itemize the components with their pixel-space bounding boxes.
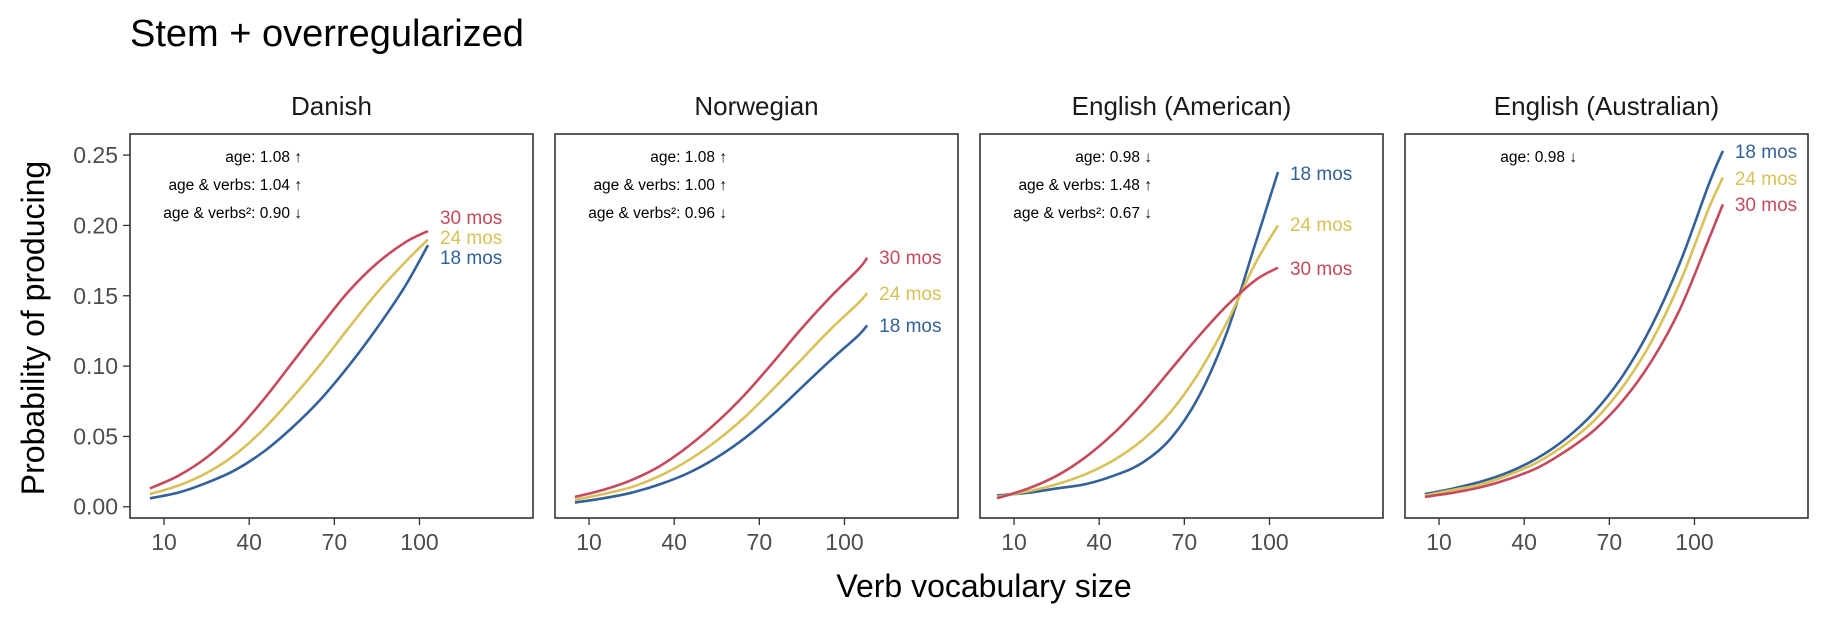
model-annotation: age: 1.08 ↑ [650, 149, 727, 166]
panel-border [979, 133, 1384, 519]
x-tick-label: 70 [322, 529, 348, 555]
x-tick-label: 10 [151, 529, 177, 555]
y-tick-label: 0.00 [73, 494, 118, 520]
series-line-30-mos [149, 229, 429, 490]
series-line-30-mos [996, 266, 1279, 500]
model-annotation: age & verbs²: 0.96 ↓ [588, 205, 727, 222]
series-line-24-mos [574, 292, 869, 501]
x-tick-label: 10 [1426, 529, 1452, 555]
x-tick-label: 40 [236, 529, 262, 555]
y-tick-label: 0.05 [73, 423, 118, 449]
series-line-24-mos [149, 238, 429, 496]
model-annotation: age: 0.98 ↓ [1500, 149, 1577, 166]
x-tick-label: 40 [1511, 529, 1537, 555]
x-tick-label: 100 [825, 529, 863, 555]
x-tick-label: 70 [747, 529, 773, 555]
panel-3: English (Australian) 10 40 70 100 age: 0.98 ↓… [1404, 91, 1809, 555]
series-line-24-mos [996, 224, 1280, 499]
series-line-24-mos [1424, 177, 1725, 497]
panel-title: English (Australian) [1494, 91, 1719, 121]
y-axis-title: Probability of producing [15, 161, 51, 495]
model-annotation: age & verbs: 1.04 ↑ [168, 177, 302, 194]
series-label: 18 mos [1735, 142, 1797, 163]
panel-border [554, 133, 959, 519]
panel-title: English (American) [1072, 91, 1292, 121]
x-tick-label: 100 [400, 529, 438, 555]
panel-title: Danish [291, 91, 372, 121]
series-label: 24 mos [879, 284, 941, 305]
series-label: 30 mos [1735, 195, 1797, 216]
series-label: 30 mos [879, 248, 941, 269]
series-label: 24 mos [1735, 169, 1797, 190]
model-annotation: age & verbs: 1.48 ↑ [1018, 177, 1152, 194]
x-tick-label: 70 [1172, 529, 1198, 555]
model-annotation: age: 0.98 ↓ [1075, 149, 1152, 166]
x-tick-label: 10 [1001, 529, 1027, 555]
y-tick-label: 0.10 [73, 353, 118, 379]
panel-1: Norwegian 10 40 70 100 age: 1.08 ↑ age & verbs… [554, 91, 959, 555]
x-tick-label: 70 [1597, 529, 1623, 555]
series-label: 18 mos [440, 248, 502, 269]
panel-2: English (American) 10 40 70 100 age: 0.98 ↓ ag… [979, 91, 1384, 555]
model-annotation: age & verbs²: 0.90 ↓ [163, 205, 302, 222]
series-label: 18 mos [1290, 164, 1352, 185]
x-tick-label: 100 [1250, 529, 1288, 555]
series-line-18-mos [1424, 150, 1725, 496]
series-label: 24 mos [440, 228, 502, 249]
series-label: 24 mos [1290, 215, 1352, 236]
x-tick-label: 40 [1086, 529, 1112, 555]
y-tick-label: 0.25 [73, 142, 118, 168]
series-line-30-mos [1424, 203, 1725, 499]
y-tick-label: 0.15 [73, 283, 118, 309]
panel-border [1404, 133, 1809, 519]
chart-title: Stem + overregularized [130, 13, 524, 55]
model-annotation: age & verbs: 1.00 ↑ [593, 177, 727, 194]
x-tick-label: 100 [1675, 529, 1713, 555]
x-tick-label: 10 [576, 529, 602, 555]
series-line-18-mos [149, 244, 430, 500]
series-line-18-mos [574, 324, 869, 504]
series-label: 30 mos [440, 208, 502, 229]
panel-title: Norwegian [694, 91, 818, 121]
panel-0: Danish 0.00 0.05 0.10 0.15 0.20 0.25 10 40 70 100 a… [73, 91, 534, 555]
model-annotation: age: 1.08 ↑ [225, 149, 302, 166]
facet-panels: Danish 0.00 0.05 0.10 0.15 0.20 0.25 10 40 70 100 a… [73, 91, 1809, 555]
model-annotation: age & verbs²: 0.67 ↓ [1013, 205, 1152, 222]
panel-border [129, 133, 534, 519]
series-line-30-mos [574, 256, 869, 499]
y-tick-label: 0.20 [73, 212, 118, 238]
x-tick-label: 40 [661, 529, 687, 555]
series-label: 18 mos [879, 316, 941, 337]
x-axis-title: Verb vocabulary size [836, 568, 1131, 604]
series-label: 30 mos [1290, 259, 1352, 280]
